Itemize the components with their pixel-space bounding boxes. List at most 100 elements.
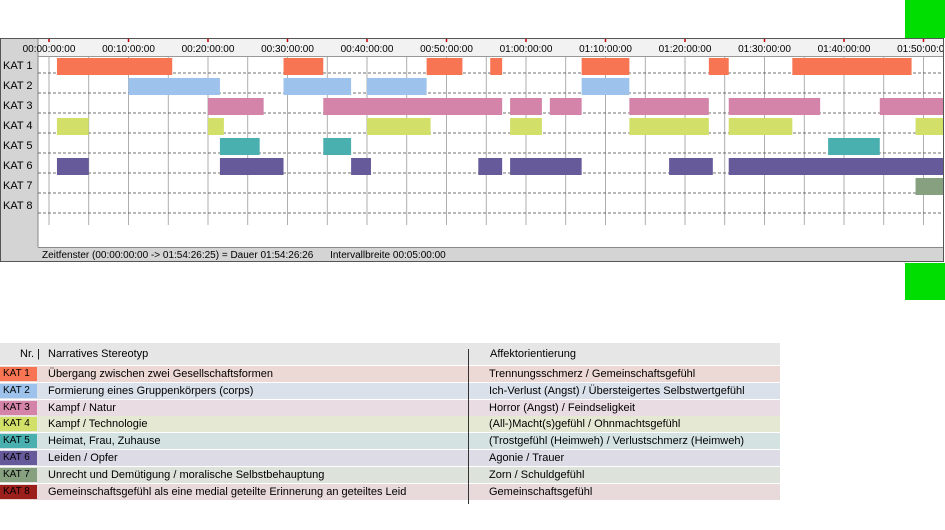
category-segment: [56, 118, 89, 135]
stereotype-text: Leiden / Opfer: [48, 452, 118, 464]
legend-row: KAT 5 Heimat, Frau, Zuhause (Trostgefühl (…: [0, 433, 780, 450]
category-segment: [208, 118, 224, 135]
header-narratives-stereotyp: Narratives Stereotyp: [48, 348, 149, 360]
category-segment: [879, 98, 943, 115]
stereotype-text: Unrecht und Demütigung / moralische Selb…: [48, 468, 325, 481]
affekt-text: Ich-Verlust (Angst) / Übersteigertes Sel…: [489, 384, 745, 397]
green-marker-bottom: [905, 263, 945, 300]
category-label: KAT 1: [3, 60, 33, 72]
category-segment: [629, 118, 709, 135]
category-label: KAT 5: [3, 140, 33, 152]
legend-row: KAT 7 Unrecht und Demütigung / moralische…: [0, 466, 780, 483]
category-segment: [323, 98, 503, 115]
category-segment: [351, 158, 371, 175]
tick-label: 01:50:00:00: [897, 44, 944, 55]
category-segment: [669, 158, 713, 175]
category-segment: [728, 98, 821, 115]
legend-row: KAT 4 Kampf / Technologie (All-)Macht(s)ge…: [0, 416, 780, 433]
category-label-column: [1, 39, 38, 247]
category-segment: [510, 118, 542, 135]
timeline-panel[interactable]: 00:00:00:00 00:10:00:00 00:20:00:00 00:30:0…: [0, 38, 944, 262]
category-segment: [629, 98, 709, 115]
time-ruler: [38, 39, 943, 57]
category-segment: [367, 78, 427, 95]
header-affektorientierung: Affektorientierung: [490, 348, 577, 360]
timeline-chart[interactable]: 00:00:00:00 00:10:00:00 00:20:00:00 00:30:0…: [1, 39, 944, 247]
category-label: KAT 7: [3, 180, 33, 192]
legend-row: KAT 2 Formierung eines Gruppenkörpers (co…: [0, 382, 780, 399]
tick-label: 00:40:00:00: [341, 44, 394, 55]
affekt-text: (All-)Macht(s)gefühl / Ohnmachtsgefühl: [489, 418, 681, 431]
interval-width-text: Intervallbreite 00:05:00:00: [330, 250, 446, 261]
category-badge: KAT 4: [0, 417, 37, 432]
category-label: KAT 4: [3, 120, 33, 132]
category-segment: [549, 98, 582, 115]
tick-label: 00:10:00:00: [102, 44, 155, 55]
category-badge: KAT 6: [0, 451, 37, 465]
stereotype-text: Kampf / Natur: [48, 401, 116, 414]
stereotype-text: Heimat, Frau, Zuhause: [48, 435, 161, 448]
legend-header: Nr. | Narratives Stereotyp Affektorienti…: [0, 343, 780, 365]
category-badge: KAT 5: [0, 434, 37, 449]
category-segment: [792, 58, 912, 75]
tick-label: 01:20:00:00: [659, 44, 712, 55]
category-segment: [426, 58, 463, 75]
affekt-text: Agonie / Trauer: [489, 452, 565, 464]
tick-label: 01:30:00:00: [738, 44, 791, 55]
category-segment: [490, 58, 503, 75]
category-segment: [367, 118, 431, 135]
legend-row: KAT 6 Leiden / Opfer Agonie / Trauer: [0, 450, 780, 466]
stereotype-text: Gemeinschaftsgefühl als eine medial gete…: [48, 485, 407, 498]
category-segment: [510, 98, 542, 115]
status-bar: Zeitfenster (00:00:00:00 -> 01:54:26:25)…: [38, 247, 943, 261]
category-segment: [728, 118, 793, 135]
tick-label: 00:30:00:00: [261, 44, 314, 55]
category-segment: [708, 58, 729, 75]
category-segment: [283, 78, 352, 95]
category-segment: [915, 178, 943, 195]
category-segment: [56, 158, 89, 175]
category-label: KAT 8: [3, 200, 33, 212]
tick-label: 00:00:00:00: [23, 44, 76, 55]
green-marker-top: [905, 0, 945, 38]
header-nr: Nr. |: [20, 348, 40, 360]
legend-table: Nr. | Narratives Stereotyp Affektorienti…: [0, 343, 780, 508]
category-label: KAT 3: [3, 100, 33, 112]
stereotype-text: Übergang zwischen zwei Gesellschaftsform…: [48, 368, 273, 380]
category-segment: [219, 158, 284, 175]
affekt-text: (Trostgefühl (Heimweh) / Verlustschmerz …: [489, 435, 745, 448]
category-segment: [510, 158, 582, 175]
legend-row: KAT 3 Kampf / Natur Horror (Angst) / Feind…: [0, 399, 780, 416]
tick-label: 01:10:00:00: [579, 44, 632, 55]
category-segment: [915, 118, 943, 135]
category-segment: [828, 138, 880, 155]
category-label: KAT 2: [3, 80, 33, 92]
category-segment: [56, 58, 173, 75]
time-window-text: Zeitfenster (00:00:00:00 -> 01:54:26:25)…: [42, 250, 314, 261]
tick-label: 01:00:00:00: [500, 44, 553, 55]
category-segment: [219, 138, 260, 155]
affekt-text: Zorn / Schuldgefühl: [489, 468, 585, 481]
category-badge: KAT 1: [0, 367, 37, 381]
legend-row: KAT 8 Gemeinschaftsgefühl als eine medial…: [0, 483, 780, 500]
legend-row: KAT 1 Übergang zwischen zwei Gesellschaft…: [0, 366, 780, 382]
category-segment: [581, 78, 630, 95]
category-badge: KAT 8: [0, 484, 37, 499]
category-segment: [208, 98, 264, 115]
category-segment: [323, 138, 352, 155]
category-segment: [478, 158, 503, 175]
tick-label: 00:50:00:00: [420, 44, 473, 55]
tick-label: 00:20:00:00: [182, 44, 235, 55]
category-badge: KAT 3: [0, 400, 37, 415]
category-segment: [283, 58, 324, 75]
affekt-text: Horror (Angst) / Feindseligkeit: [489, 401, 636, 414]
category-segment: [128, 78, 220, 95]
category-segment: [728, 158, 943, 175]
affekt-text: Gemeinschaftsgefühl: [489, 485, 593, 498]
column-separator: [468, 349, 469, 504]
category-badge: KAT 7: [0, 467, 37, 482]
tick-label: 01:40:00:00: [818, 44, 871, 55]
category-badge: KAT 2: [0, 383, 37, 398]
category-label: KAT 6: [3, 160, 33, 172]
stereotype-text: Kampf / Technologie: [48, 418, 148, 431]
